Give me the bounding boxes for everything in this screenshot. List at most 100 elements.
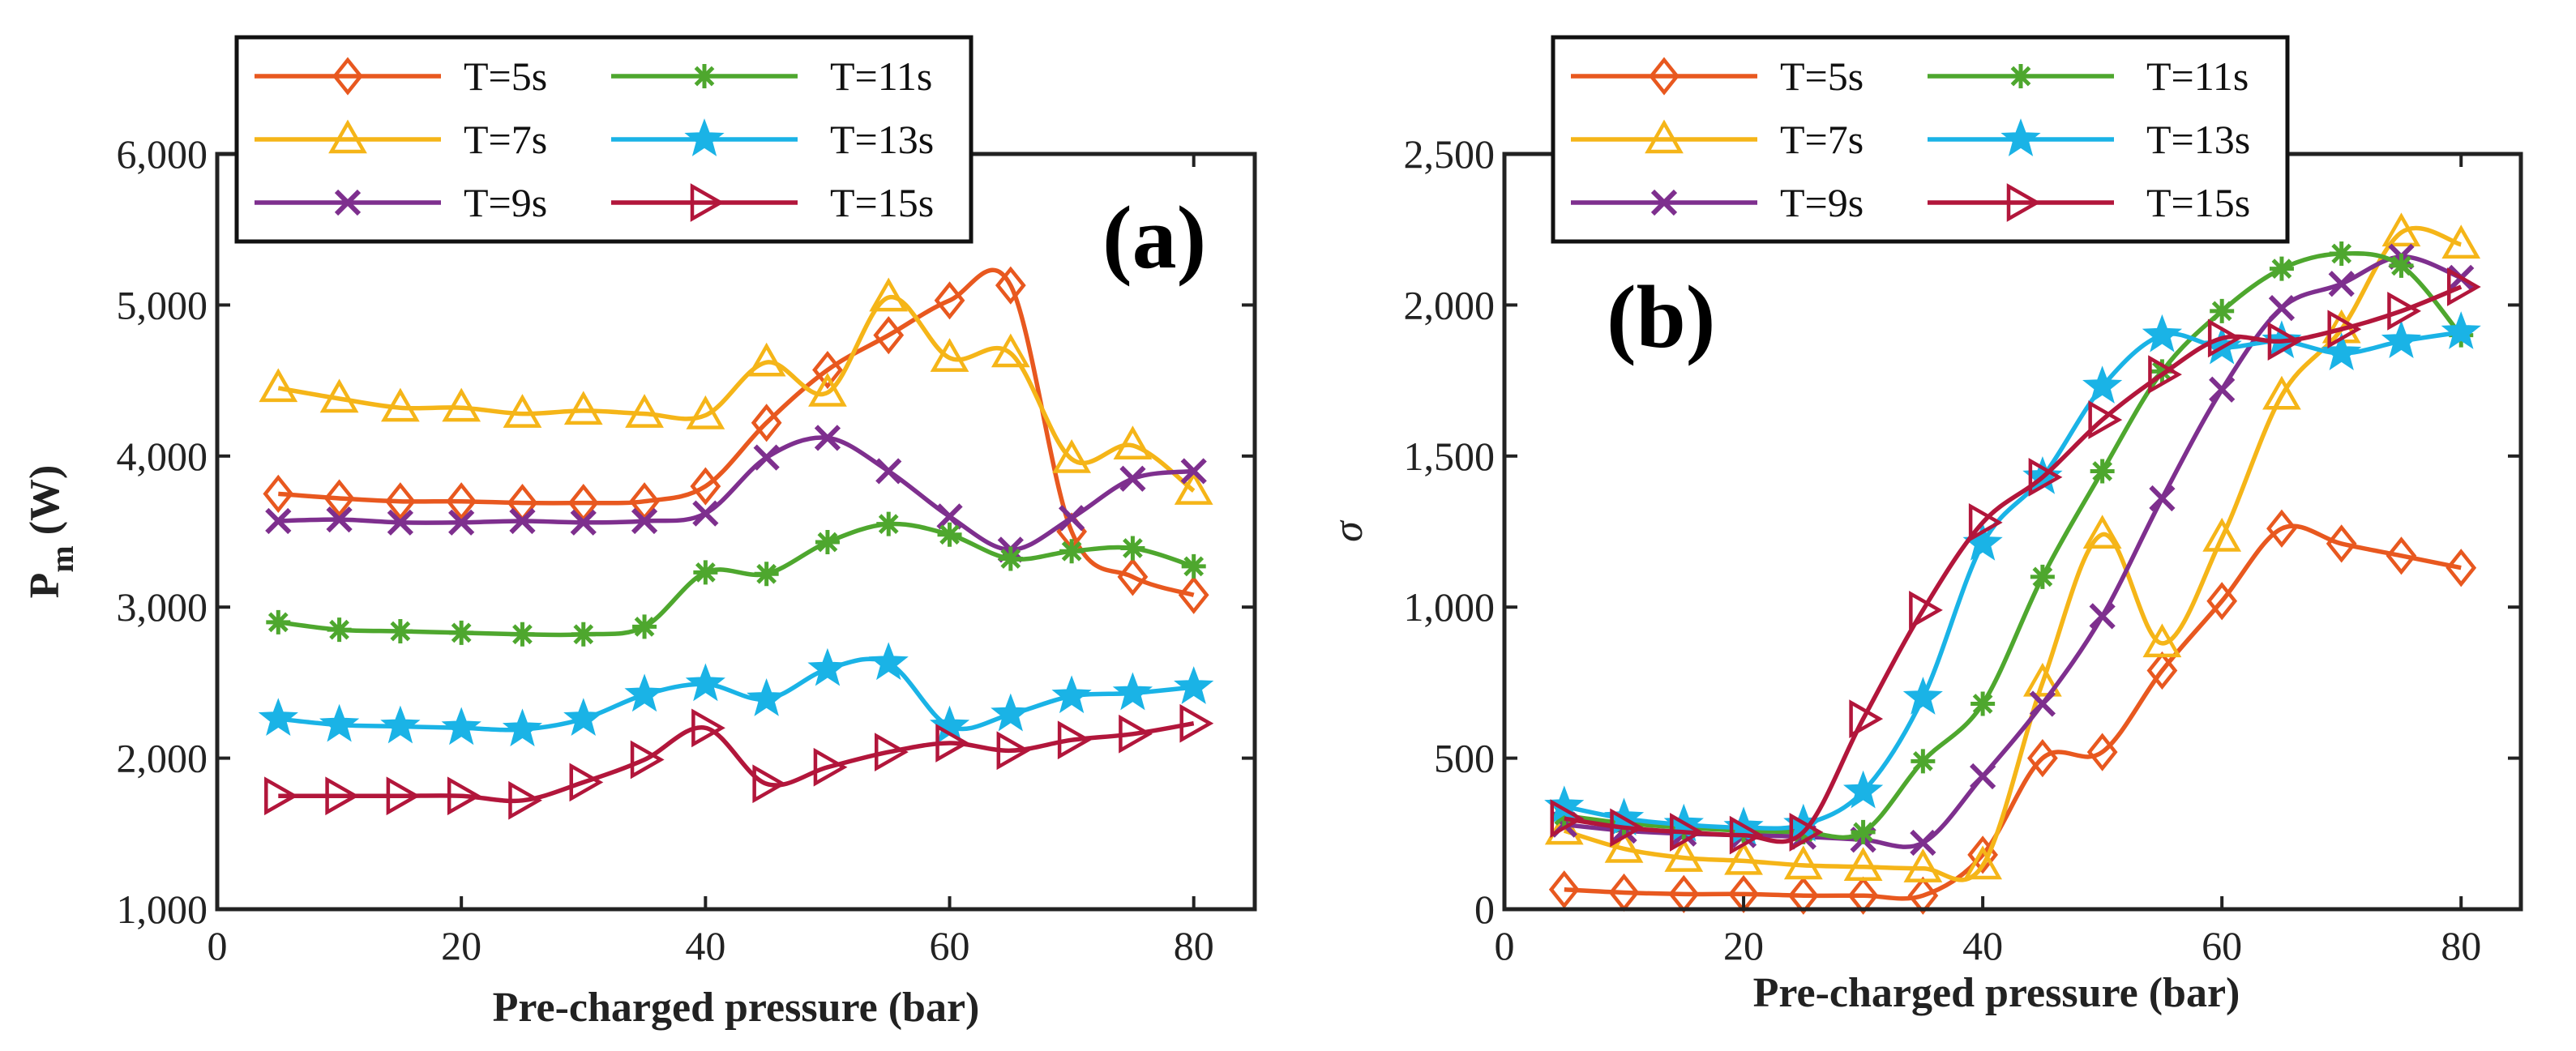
data-point-T15-30 [569, 763, 604, 802]
data-point-T15-80 [1179, 703, 1214, 743]
data-point-T13-30 [563, 698, 604, 736]
data-point-T7-65 [991, 333, 1030, 368]
y-axis-title-subscript: m [44, 545, 80, 572]
data-point-T5-65 [995, 266, 1026, 305]
data-point-T9-50 [2089, 603, 2116, 630]
data-point-T7-10 [1604, 828, 1644, 863]
series-T7 [259, 277, 1213, 505]
data-point-T9-55 [2149, 485, 2176, 512]
data-point-T11-80 [1181, 553, 1206, 579]
legend-marker-T7 [328, 119, 367, 154]
data-point-T7-55 [2142, 623, 2182, 658]
legend: T=5s T=7s T=9s T=11s T=13s T=15s [1551, 35, 2290, 244]
legend-label-T5: T=5s [1780, 53, 1864, 99]
series-line-T13 [278, 656, 1194, 733]
legend-marker-T7 [1645, 119, 1684, 154]
data-point-T7-15 [381, 387, 420, 422]
panel-label: (a) [1102, 188, 1206, 287]
legend-marker-T15 [2006, 183, 2041, 222]
data-point-T5-75 [1117, 558, 1149, 596]
data-point-T7-60 [2202, 517, 2242, 552]
data-point-T11-40 [1971, 691, 1996, 716]
data-point-T5-15 [385, 482, 416, 521]
data-point-T13-50 [807, 647, 848, 686]
y-tick-label: 3,000 [117, 584, 208, 630]
x-tick-label: 20 [1723, 923, 1764, 968]
series-T9 [265, 425, 1207, 563]
legend-marker-T11 [2009, 64, 2033, 88]
y-tick-label: 4,000 [117, 434, 208, 479]
data-point-T13-35 [624, 673, 665, 712]
chart-panel-b: 0 20 40 60 80 0 500 1,000 1,500 2,000 2,500 Pre-cha… [1325, 35, 2523, 1016]
legend-marker-T13 [2000, 118, 2041, 156]
data-point-T9-40 [1969, 763, 1996, 790]
data-point-T15-55 [2148, 355, 2182, 395]
data-point-T9-5 [265, 507, 292, 535]
data-point-T5-10 [323, 479, 355, 518]
data-point-T15-65 [2267, 322, 2302, 361]
data-point-T7-5 [259, 368, 298, 403]
legend-label-T11: T=11s [830, 53, 932, 99]
data-point-T15-75 [1119, 714, 1153, 754]
series-line-T15 [278, 720, 1195, 804]
data-point-T15-5 [264, 776, 298, 816]
data-point-T15-15 [1670, 813, 1704, 852]
data-point-T7-5 [1544, 810, 1584, 845]
data-point-T7-10 [319, 378, 359, 413]
legend-label-T15: T=15s [2146, 180, 2250, 225]
series-line-T15 [1564, 284, 2463, 844]
data-point-T5-55 [873, 316, 905, 355]
data-point-T11-50 [815, 530, 840, 555]
data-point-T5-30 [1847, 876, 1879, 915]
data-point-T15-50 [813, 747, 848, 787]
data-point-T9-35 [631, 507, 658, 535]
legend-marker-T5 [1649, 57, 1680, 96]
y-tick-label: 1,500 [1404, 434, 1496, 479]
data-point-T7-30 [1843, 847, 1883, 882]
data-point-T9-60 [936, 503, 963, 530]
data-point-T7-35 [625, 394, 664, 428]
data-point-T13-80 [1174, 666, 1214, 704]
data-point-T9-40 [692, 500, 719, 527]
chart-panel-a: 0 20 40 60 80 1,000 2,000 3,000 4,000 5,000 6,000 P… [22, 35, 1257, 1031]
data-point-T11-75 [1120, 536, 1145, 561]
data-point-T13-70 [1051, 675, 1092, 714]
data-point-T7-30 [563, 391, 603, 425]
y-axis-title: Pm (W) [22, 465, 80, 599]
data-point-T15-60 [2207, 318, 2242, 358]
legend-marker-T9 [334, 189, 362, 216]
data-point-T11-5 [266, 609, 291, 634]
data-point-T5-5 [263, 474, 294, 514]
data-point-T11-30 [1851, 819, 1876, 844]
data-point-T7-20 [442, 387, 481, 422]
data-point-T7-70 [1052, 438, 1091, 473]
y-axis-title-main: P [22, 573, 68, 599]
data-point-T9-80 [1180, 458, 1207, 485]
data-point-T15-40 [691, 708, 725, 748]
data-point-T13-45 [747, 678, 787, 716]
series-line-T13 [1564, 330, 2462, 831]
data-point-T13-50 [2082, 365, 2123, 404]
data-point-T15-50 [2088, 400, 2123, 439]
data-point-T13-5 [258, 698, 298, 736]
data-point-T11-70 [2329, 241, 2354, 267]
y-tick-label: 2,500 [1404, 131, 1496, 177]
series-line-T5 [1564, 523, 2462, 901]
data-point-T13-65 [991, 693, 1031, 732]
x-tick-label: 20 [441, 923, 481, 968]
data-point-T13-15 [380, 705, 421, 744]
data-point-T5-5 [1548, 870, 1580, 909]
data-point-T9-60 [2209, 376, 2236, 403]
data-point-T5-50 [2086, 733, 2118, 771]
data-point-T5-20 [446, 482, 477, 521]
data-point-T11-40 [693, 560, 718, 585]
data-point-T11-65 [998, 546, 1023, 571]
data-point-T9-45 [2029, 690, 2056, 717]
data-point-T7-45 [2023, 662, 2062, 697]
data-point-T11-20 [449, 620, 474, 645]
data-point-T7-45 [747, 342, 786, 377]
data-point-T11-70 [1059, 539, 1085, 564]
data-point-T15-40 [1968, 502, 2003, 542]
y-tick-label: 2,000 [117, 736, 208, 781]
